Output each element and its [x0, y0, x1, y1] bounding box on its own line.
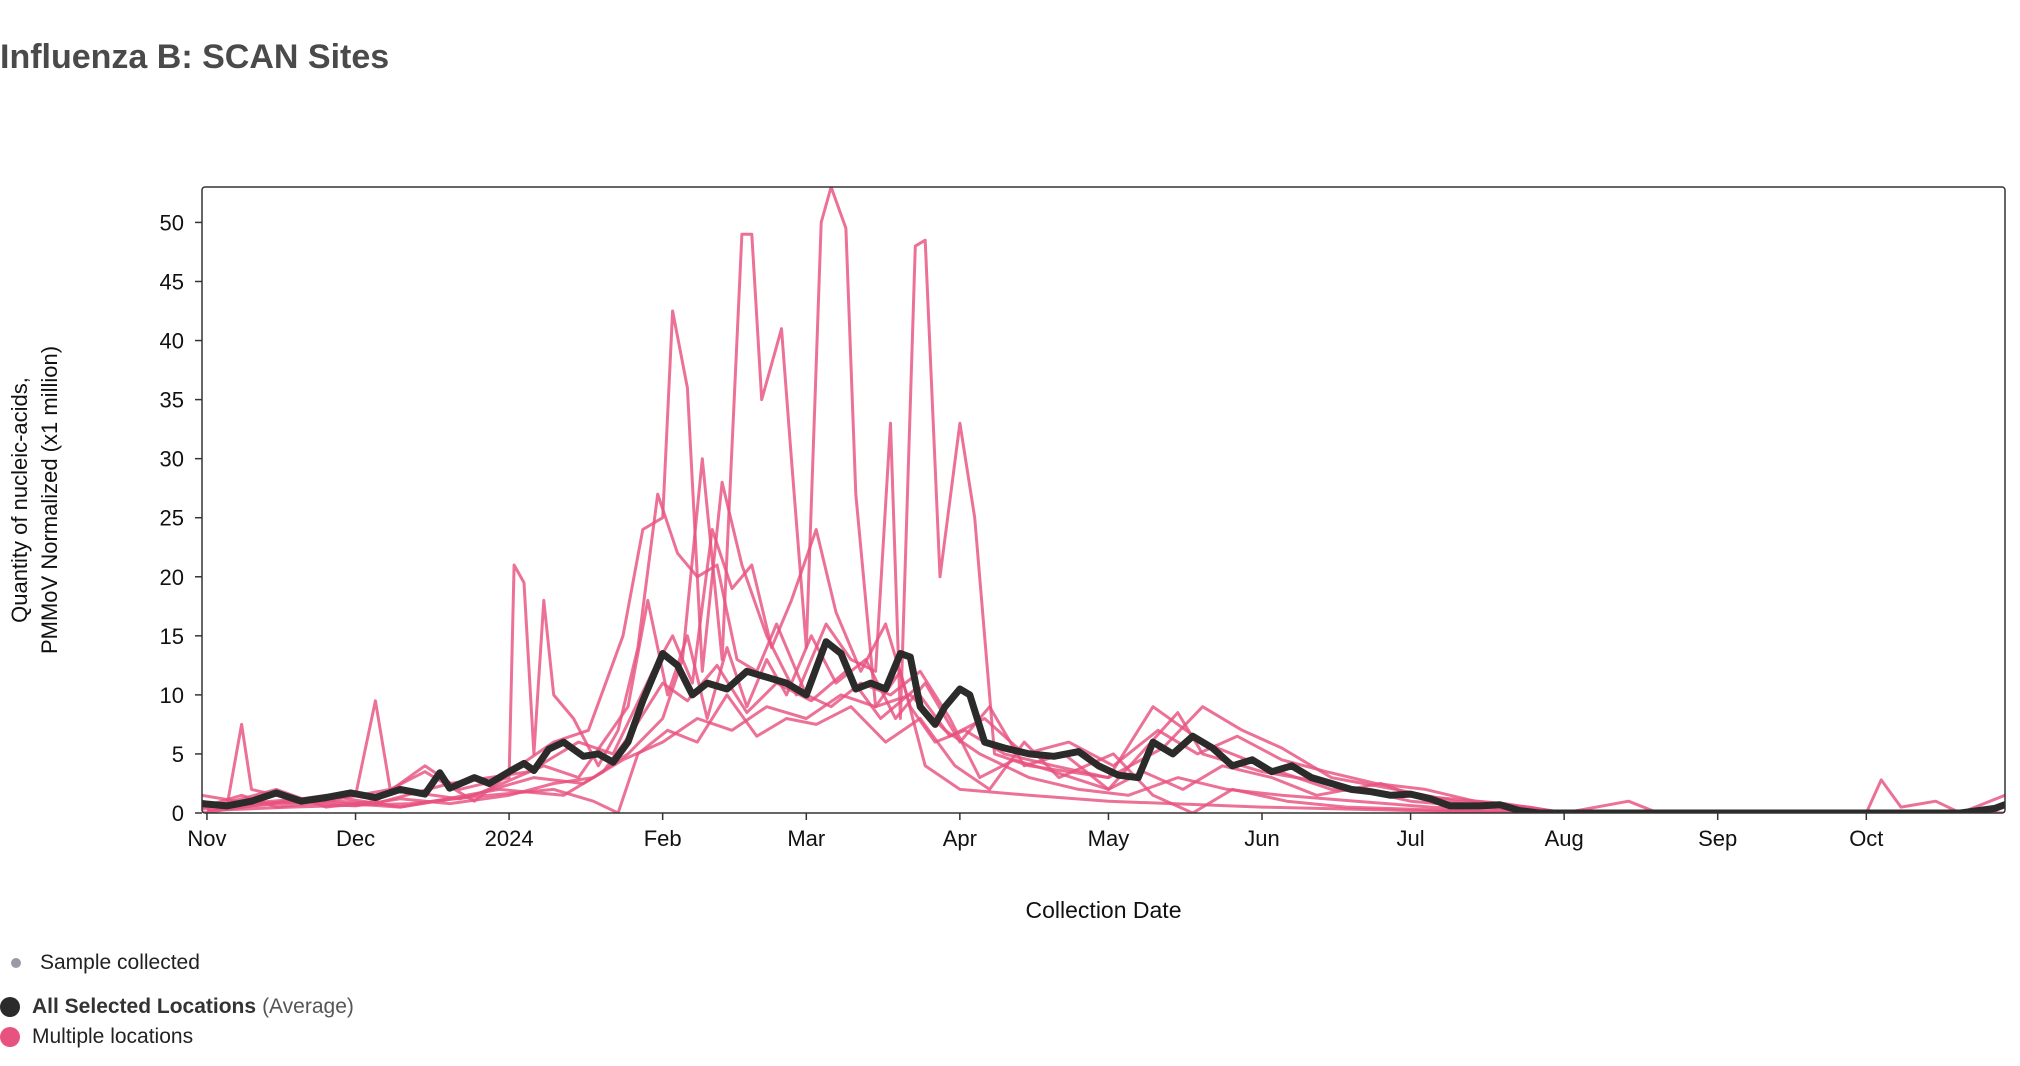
site-series-line-7[interactable] [206, 693, 2005, 813]
site-series-line-8[interactable] [206, 663, 2005, 813]
site-series-line-6[interactable] [202, 693, 2005, 813]
site-series-line-2[interactable] [202, 238, 2005, 813]
y-tick-label: 15 [160, 624, 184, 649]
site-series-group [202, 187, 2005, 813]
y-axis-label-line-1: Quantity of nucleic-acids, [7, 377, 32, 623]
x-axis: Nov Dec 2024 Feb Mar Apr May Jun Jul Aug Sep Oct [187, 813, 1883, 851]
x-tick-label: Sep [1698, 826, 1737, 851]
x-tick-label: Jun [1244, 826, 1279, 851]
average-series-group [202, 638, 2005, 813]
y-tick-label: 20 [160, 565, 184, 590]
flu-b-line-chart: Nov Dec 2024 Feb Mar Apr May Jun Jul Aug Sep Oct 0 5… [7, 186, 2006, 923]
y-tick-label: 40 [160, 329, 184, 354]
average-series-line[interactable] [202, 638, 2005, 813]
legend-item-sample[interactable]: Sample collected [0, 948, 354, 978]
y-tick-label: 25 [160, 506, 184, 531]
plot-frame [201, 186, 2006, 814]
x-tick-label: Mar [787, 826, 825, 851]
sites-dot-icon [0, 1027, 20, 1047]
site-series-line-1[interactable] [202, 187, 2005, 813]
x-tick-label: Oct [1849, 826, 1883, 851]
x-tick-label: Nov [187, 826, 226, 851]
average-dot-icon [0, 997, 20, 1017]
plot-area [202, 187, 2005, 813]
y-axis-label-line-2: PMMoV Normalized (x1 million) [37, 346, 62, 654]
y-tick-label: 35 [160, 388, 184, 413]
x-tick-label: Jul [1397, 826, 1425, 851]
page-title: Influenza B: SCAN Sites [0, 38, 390, 76]
y-tick-label: 45 [160, 269, 184, 294]
sample-dot-icon [11, 958, 21, 968]
x-tick-label: Dec [336, 826, 375, 851]
y-tick-label: 30 [160, 447, 184, 472]
legend-item-sites[interactable]: Multiple locations [0, 1022, 354, 1052]
x-axis-label: Collection Date [1026, 897, 1182, 923]
y-tick-label: 0 [172, 801, 184, 826]
x-tick-label: May [1088, 826, 1130, 851]
y-axis: 0 5 10 15 20 25 30 35 40 45 50 [160, 210, 202, 826]
site-series-line-3[interactable] [202, 492, 2005, 813]
y-tick-label: 10 [160, 683, 184, 708]
legend-item-average[interactable]: All Selected Locations (Average) [0, 992, 354, 1022]
x-tick-label: Apr [943, 826, 977, 851]
x-tick-label: 2024 [485, 826, 534, 851]
x-tick-label: Aug [1545, 826, 1584, 851]
site-series-line-4[interactable] [202, 528, 2005, 814]
legend-sample-label: Sample collected [40, 951, 200, 974]
legend-average-suffix: (Average) [262, 995, 354, 1018]
y-tick-label: 5 [172, 742, 184, 767]
legend-sites-label: Multiple locations [32, 1025, 194, 1048]
legend-average-label: All Selected Locations [32, 995, 257, 1018]
legend: Sample collected All Selected Locations … [0, 948, 354, 1066]
x-tick-label: Feb [644, 826, 682, 851]
y-tick-label: 50 [160, 210, 184, 235]
